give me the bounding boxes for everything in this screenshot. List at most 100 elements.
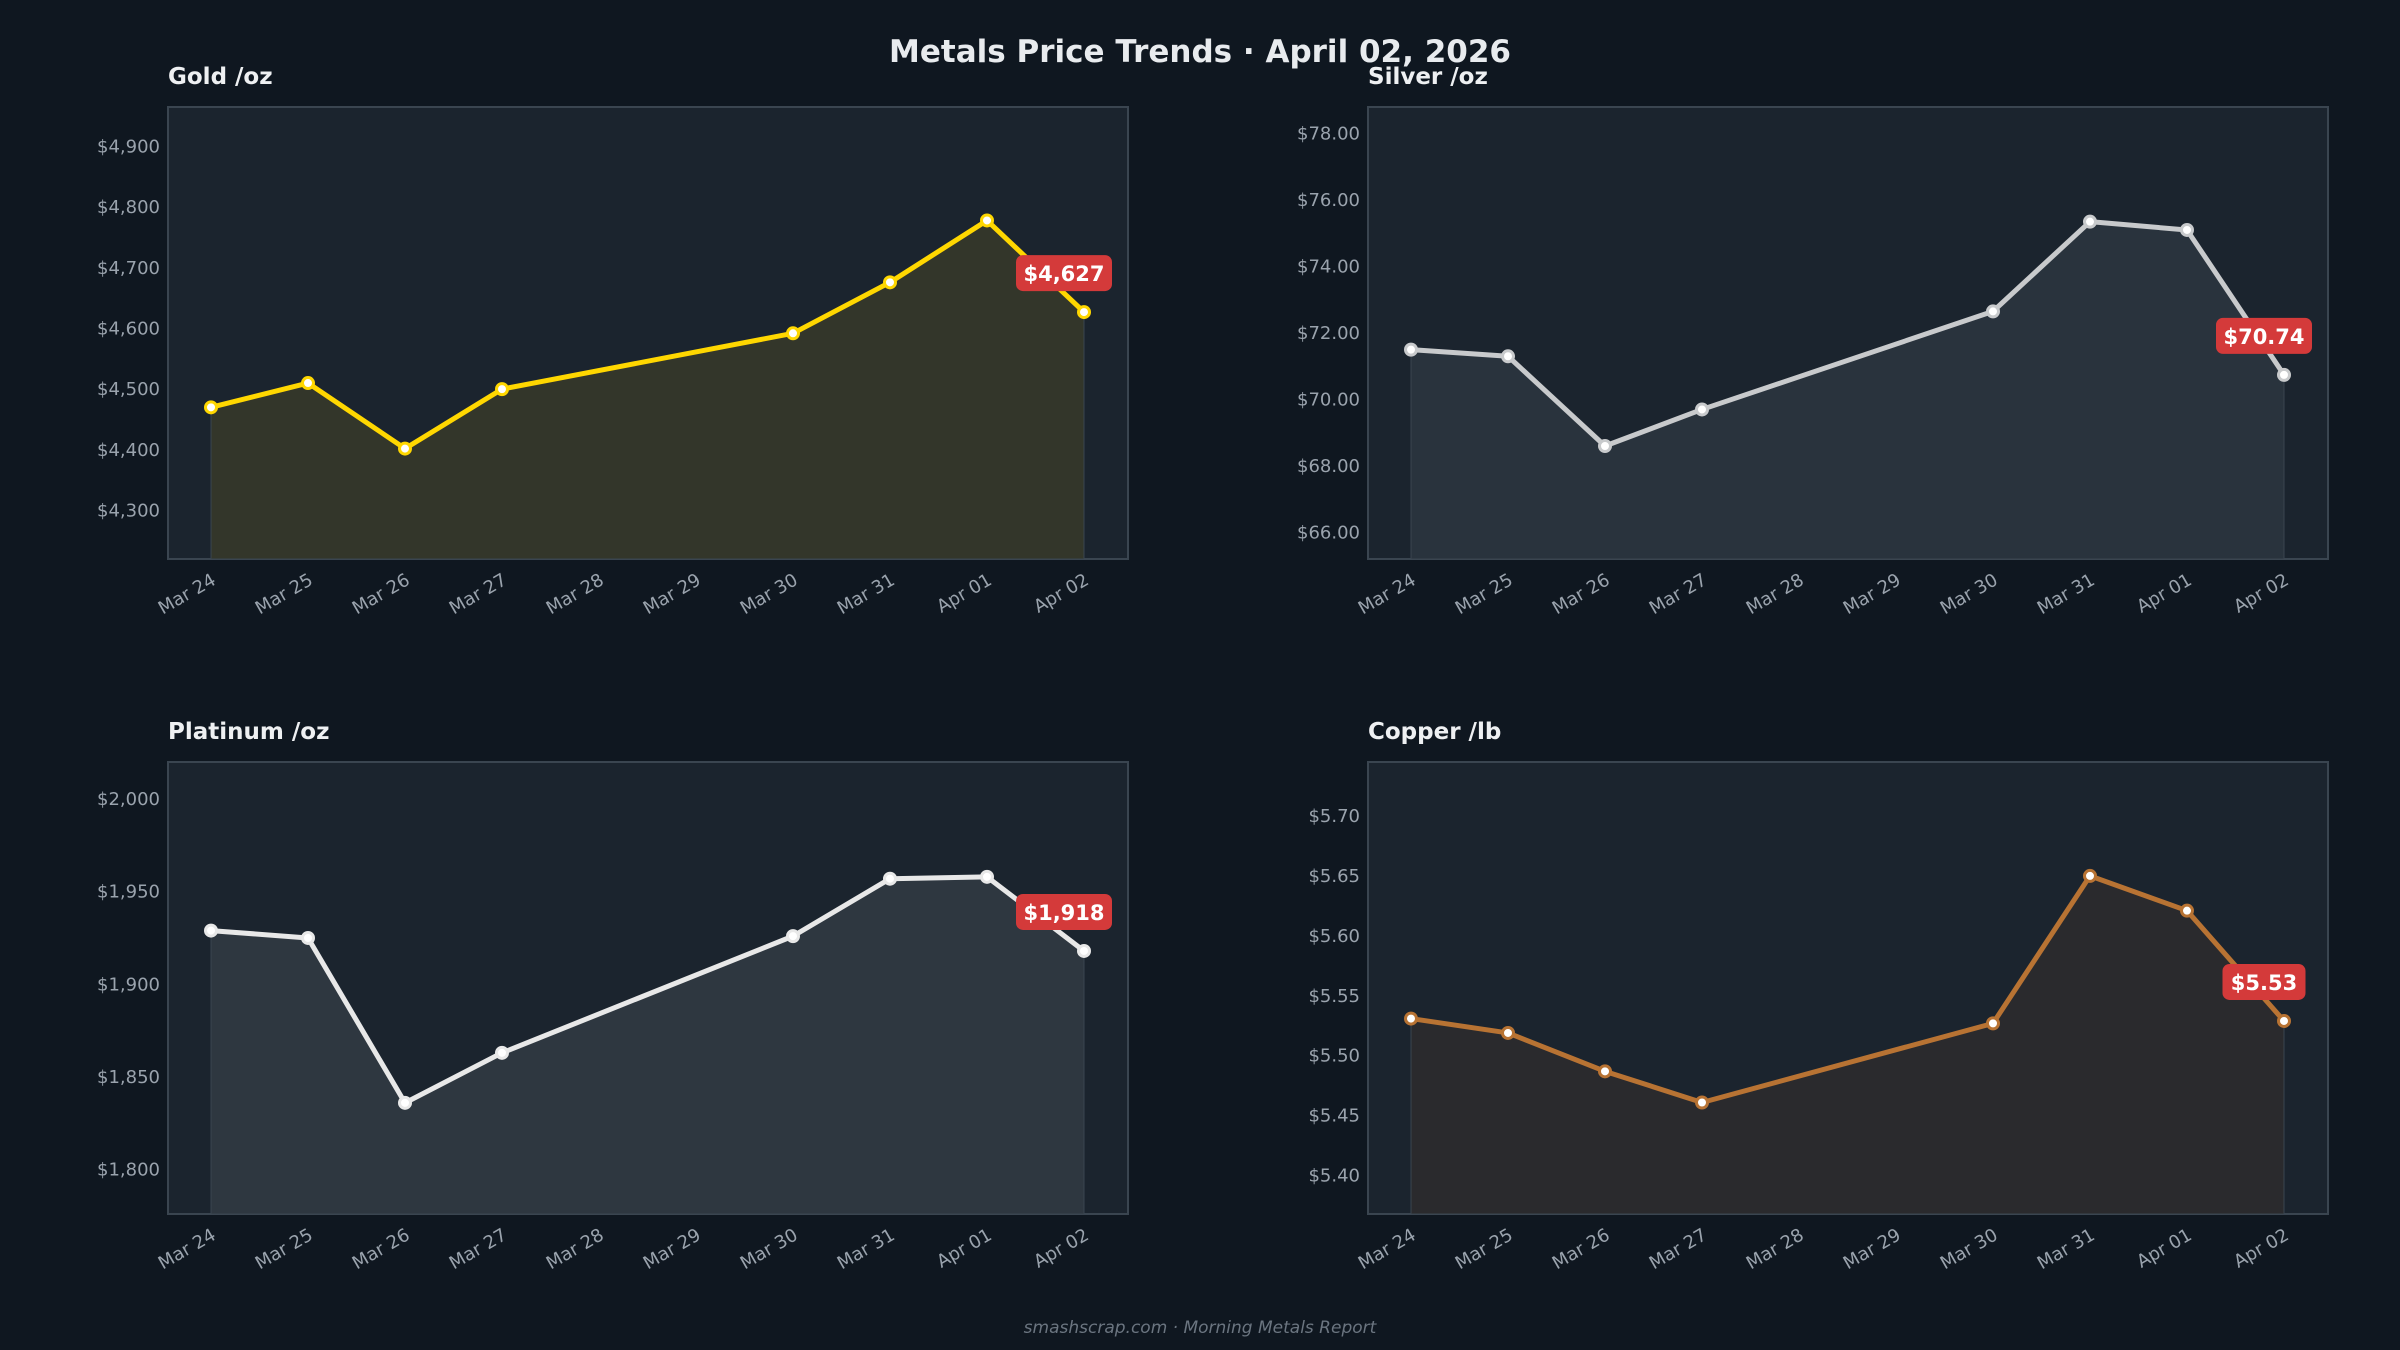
gold-y-tick-label: $4,600 [97,318,160,339]
silver-chart: $66.00 $68.00 $70.00 $72.00 $74.00 $76.00 $78.… [1297,106,2329,619]
gold-y-tick-label: $4,800 [97,197,160,218]
platinum-x-tick-label: Apr 02 [1030,1225,1092,1273]
platinum-x-tick-label: Mar 27 [446,1225,511,1274]
gold-x-tick-label: Mar 29 [640,570,705,619]
platinum-data-point [883,871,897,886]
copper-y-tick-label: $5.45 [1308,1106,1360,1127]
platinum-x-tick-label: Mar 28 [543,1225,608,1274]
platinum-x-tick-label: Mar 26 [349,1225,414,1274]
gold-y-tick-label: $4,500 [97,379,160,400]
copper-data-point [1404,1011,1418,1026]
gold-x-tick-label: Mar 28 [543,570,608,619]
gold-x-tick-label: Apr 01 [933,570,995,618]
silver-x-tick-label: Mar 31 [2034,570,2099,619]
copper-x-tick-label: Mar 25 [1452,1225,1517,1274]
platinum-x-tick-label: Mar 25 [252,1225,317,1274]
platinum-y-tick-label: $2,000 [97,789,160,810]
copper-x-tick-label: Mar 26 [1549,1225,1614,1274]
platinum-data-point [1077,943,1091,958]
platinum-x-tick-label: Mar 31 [834,1225,899,1274]
silver-price-line [1410,219,2287,449]
gold-x-tick-label: Apr 02 [1030,570,1092,618]
silver-data-point [1695,402,1709,417]
copper-x-tick-label: Mar 31 [2034,1225,2099,1274]
platinum-x-tick-label: Mar 30 [737,1225,802,1274]
copper-data-point [1598,1064,1612,1079]
copper-data-point [2180,903,2194,918]
silver-y-tick-label: $66.00 [1297,522,1360,543]
silver-x-tick-label: Mar 27 [1646,570,1711,619]
copper-x-tick-label: Apr 02 [2230,1225,2292,1273]
silver-last-price-badge [2216,317,2312,354]
platinum-data-point [301,930,315,945]
copper-price-line [1410,873,2286,1105]
platinum-y-tick-label: $1,800 [97,1160,160,1181]
gold-y-tick-label: $4,400 [97,440,160,461]
gold-data-point [786,326,800,341]
footer-credit: smashscrap.com · Morning Metals Report [1023,1318,1377,1338]
copper-data-point [1986,1016,2000,1031]
silver-x-tick-label: Mar 29 [1840,570,1905,619]
silver-y-tick-label: $74.00 [1297,257,1360,278]
platinum-chart-title: Platinum /oz [168,719,330,745]
copper-x-tick-label: Mar 30 [1937,1225,2002,1274]
gold-x-tick-label: Mar 31 [834,570,899,619]
copper-x-tick-label: Apr 01 [2133,1225,2195,1273]
silver-x-tick-label: Mar 25 [1452,570,1517,619]
gold-price-line [210,217,1086,452]
silver-x-tick-label: Mar 30 [1937,570,2002,619]
silver-y-tick-label: $68.00 [1297,456,1360,477]
gold-data-point [398,441,412,456]
silver-x-tick-label: Mar 28 [1743,570,1808,619]
silver-last-price-label: $70.74 [2223,325,2304,349]
gold-x-tick-label: Mar 30 [737,570,802,619]
copper-y-tick-label: $5.65 [1308,866,1360,887]
copper-y-tick-label: $5.55 [1308,986,1360,1007]
copper-y-tick-label: $5.50 [1308,1046,1360,1067]
gold-y-tick-label: $4,900 [97,136,160,157]
platinum-data-point [980,869,994,884]
platinum-x-tick-label: Apr 01 [933,1225,995,1273]
silver-data-point [1501,349,1515,364]
copper-x-tick-label: Mar 27 [1646,1225,1711,1274]
gold-x-tick-label: Mar 26 [349,570,414,619]
gold-last-price-badge [1016,255,1112,292]
page-title: Metals Price Trends · April 02, 2026 [889,34,1511,70]
gold-last-price-label: $4,627 [1023,262,1104,286]
copper-x-tick-label: Mar 24 [1355,1225,1420,1274]
silver-y-tick-label: $70.00 [1297,389,1360,410]
silver-x-tick-label: Mar 24 [1355,570,1420,619]
platinum-data-point [398,1095,412,1110]
gold-data-point [1077,305,1091,320]
copper-y-tick-label: $5.60 [1308,926,1360,947]
gold-y-tick-label: $4,300 [97,500,160,521]
silver-x-tick-label: Apr 01 [2133,570,2195,618]
copper-data-point [1695,1095,1709,1110]
silver-data-point [1986,304,2000,319]
gold-chart: $4,300 $4,400 $4,500 $4,600 $4,700 $4,800 $4,9… [97,106,1129,619]
gold-x-tick-label: Mar 27 [446,570,511,619]
gold-x-tick-label: Mar 25 [252,570,317,619]
gold-data-point [980,213,994,228]
copper-last-price-badge [2222,963,2306,1000]
copper-data-point [2277,1013,2291,1028]
platinum-x-tick-label: Mar 24 [155,1225,220,1274]
platinum-last-price-label: $1,918 [1023,901,1104,925]
gold-data-point [495,382,509,397]
copper-chart: $5.40 $5.45 $5.50 $5.55 $5.60 $5.65 $5.70 Mar 2… [1308,761,2329,1274]
platinum-chart: $1,800 $1,850 $1,900 $1,950 $2,000 Mar 24 Mar … [97,761,1129,1274]
platinum-x-tick-label: Mar 29 [640,1225,705,1274]
silver-chart-title: Silver /oz [1368,64,1488,90]
platinum-data-point [204,923,218,938]
silver-y-tick-label: $76.00 [1297,190,1360,211]
copper-x-tick-label: Mar 29 [1840,1225,1905,1274]
gold-chart-title: Gold /oz [168,64,273,90]
silver-data-point [2277,367,2291,382]
platinum-data-point [495,1045,509,1060]
silver-x-tick-label: Mar 26 [1549,570,1614,619]
silver-data-point [2083,214,2097,229]
copper-data-point [2083,868,2097,883]
copper-data-point [1501,1025,1515,1040]
platinum-y-tick-label: $1,900 [97,974,160,995]
